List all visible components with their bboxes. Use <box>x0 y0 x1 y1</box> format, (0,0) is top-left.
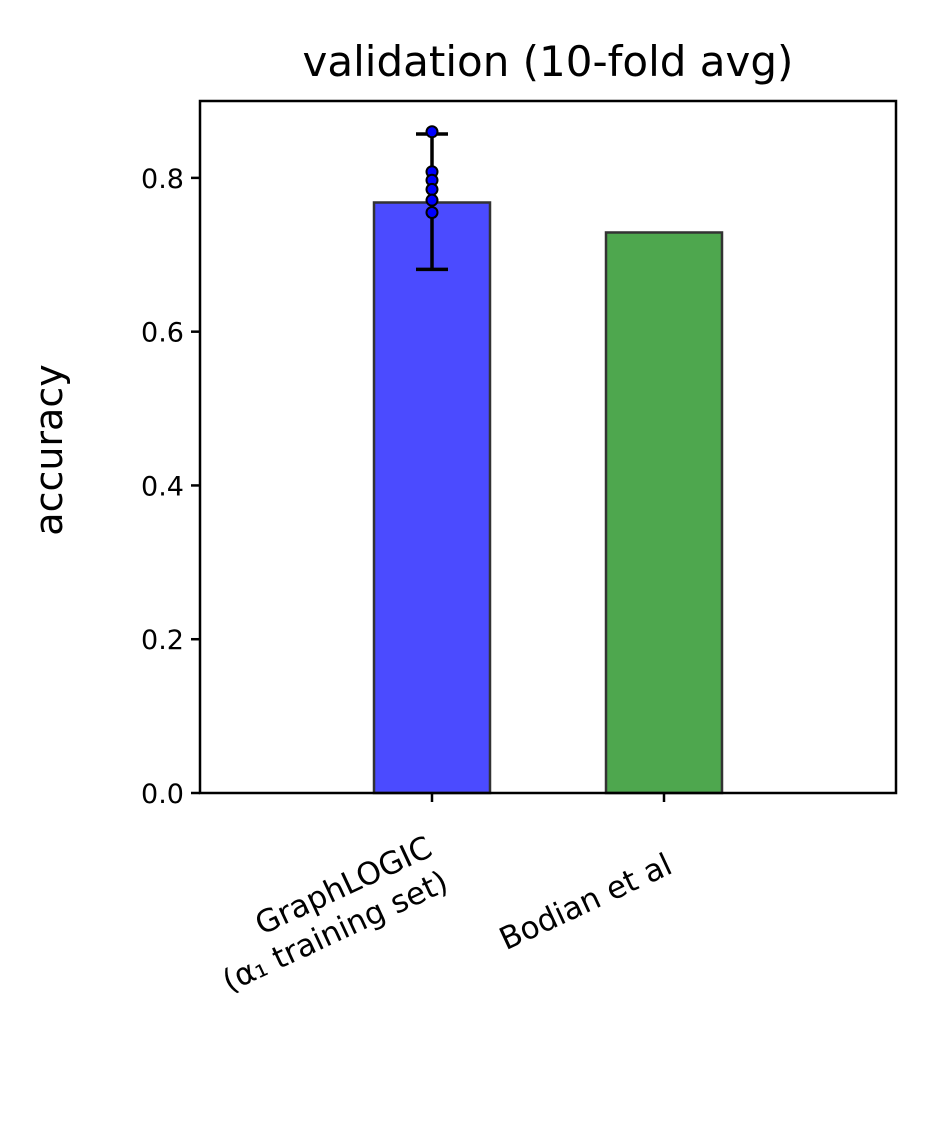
x-axis-ticks: GraphLOGIC(α₁ training set) Bodian et al <box>201 793 678 1000</box>
bar-graphlogic <box>372 201 492 795</box>
y-axis-label: accuracy <box>27 364 71 535</box>
x-tick-label: Bodian et al <box>494 847 678 958</box>
fold-point <box>425 193 439 207</box>
bar-bodian-et-al <box>604 231 724 795</box>
fold-point <box>425 182 439 196</box>
bars-group <box>372 201 724 795</box>
y-tick-label: 0.4 <box>141 471 184 502</box>
y-tick-label: 0.8 <box>141 164 184 195</box>
y-tick-label: 0.0 <box>141 779 184 810</box>
chart-title: validation (10-fold avg) <box>303 37 794 86</box>
fold-point <box>425 125 439 139</box>
y-tick-label: 0.6 <box>141 318 184 349</box>
fold-points-group <box>425 125 439 219</box>
plot-frame <box>198 99 898 795</box>
y-axis-ticks: 0.0 0.2 0.4 0.6 0.8 <box>141 164 200 810</box>
x-tick-label: GraphLOGIC(α₁ training set) <box>201 829 454 999</box>
fold-point <box>425 205 439 219</box>
y-tick-label: 0.2 <box>141 625 184 656</box>
